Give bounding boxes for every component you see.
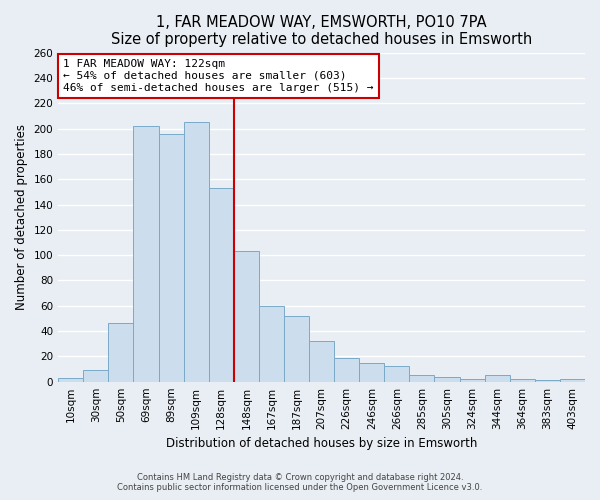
Bar — [259, 306, 284, 382]
Bar — [409, 376, 434, 382]
Bar — [309, 341, 334, 382]
Bar — [184, 122, 209, 382]
Bar — [133, 126, 158, 382]
Bar — [234, 252, 259, 382]
Y-axis label: Number of detached properties: Number of detached properties — [15, 124, 28, 310]
Bar — [109, 324, 133, 382]
Bar — [385, 366, 409, 382]
Text: Contains HM Land Registry data © Crown copyright and database right 2024.
Contai: Contains HM Land Registry data © Crown c… — [118, 473, 482, 492]
Bar — [83, 370, 109, 382]
X-axis label: Distribution of detached houses by size in Emsworth: Distribution of detached houses by size … — [166, 437, 477, 450]
Bar — [58, 378, 83, 382]
Bar — [158, 134, 184, 382]
Bar — [284, 316, 309, 382]
Bar — [434, 376, 460, 382]
Bar — [359, 362, 385, 382]
Text: 1 FAR MEADOW WAY: 122sqm
← 54% of detached houses are smaller (603)
46% of semi-: 1 FAR MEADOW WAY: 122sqm ← 54% of detach… — [64, 60, 374, 92]
Bar — [485, 376, 510, 382]
Bar — [334, 358, 359, 382]
Title: 1, FAR MEADOW WAY, EMSWORTH, PO10 7PA
Size of property relative to detached hous: 1, FAR MEADOW WAY, EMSWORTH, PO10 7PA Si… — [111, 15, 532, 48]
Bar — [560, 379, 585, 382]
Bar — [535, 380, 560, 382]
Bar — [510, 379, 535, 382]
Bar — [460, 379, 485, 382]
Bar — [209, 188, 234, 382]
